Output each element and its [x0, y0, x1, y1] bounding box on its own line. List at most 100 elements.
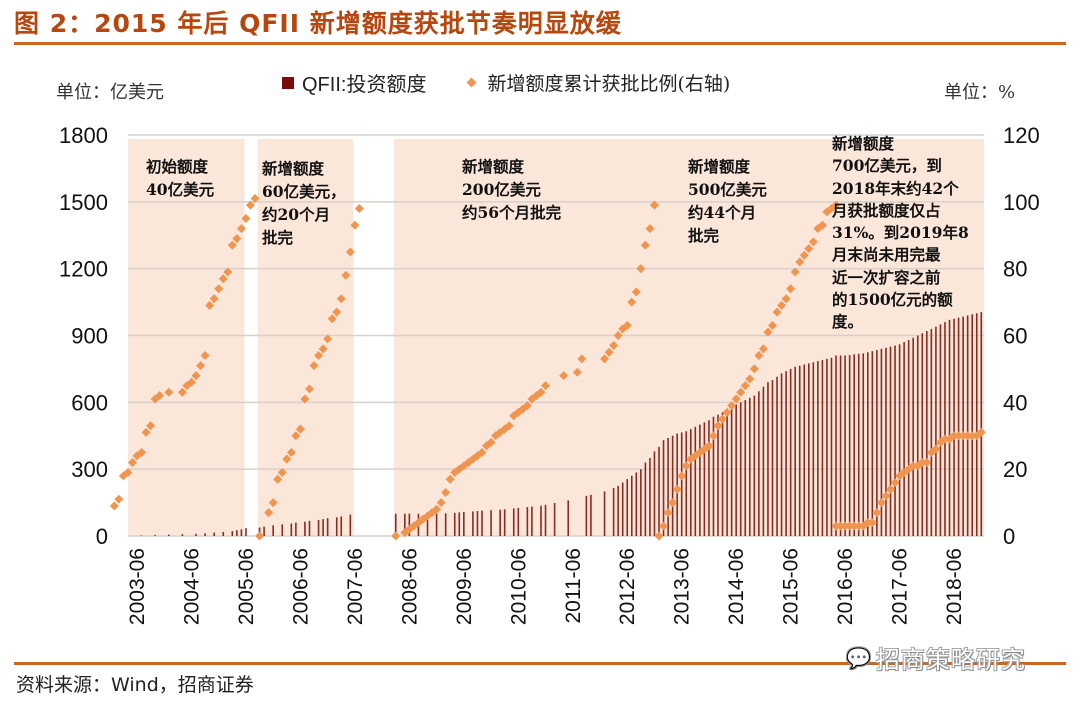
x-tick-label: 2008-06 [398, 548, 421, 625]
x-tick-label: 2006-06 [289, 548, 312, 625]
scatter-point [282, 454, 292, 464]
scatter-point [486, 437, 496, 447]
scatter-point [232, 234, 242, 244]
scatter-point [668, 498, 678, 508]
scatter-point [727, 401, 737, 411]
scatter-point [881, 491, 891, 501]
scatter-point [940, 434, 950, 444]
scatter-point [790, 267, 800, 277]
x-tick-label: 2011-06 [562, 548, 585, 624]
annotation-line: 2018年末约42个 [832, 178, 959, 198]
scatter-point [223, 267, 233, 277]
scatter-point [963, 431, 973, 441]
scatter-point [777, 300, 787, 310]
scatter-point [854, 521, 864, 531]
scatter-point [146, 421, 156, 431]
scatter-point [236, 224, 246, 234]
scatter-point [200, 351, 210, 361]
annotation-line: 60亿美元， [262, 182, 346, 201]
title-divider [14, 42, 1066, 45]
scatter-point [763, 327, 773, 337]
x-tick-label: 2014-06 [725, 548, 748, 625]
scatter-point [609, 341, 619, 351]
scatter-point [196, 361, 206, 371]
scatter-point [631, 287, 641, 297]
scatter-point [772, 307, 782, 317]
annotation-line: 新增额度 [462, 157, 525, 176]
scatter-point [613, 331, 623, 340]
scatter-point [141, 427, 151, 437]
scatter-point [949, 431, 959, 441]
scatter-point [659, 521, 669, 531]
scatter-point [309, 361, 319, 371]
scatter-point [536, 387, 546, 397]
annotation-line: 31%。到2019年8 [832, 223, 969, 243]
scatter-point [740, 381, 750, 391]
scatter-point [672, 484, 682, 494]
scatter-point [286, 447, 296, 457]
scatter-point [731, 394, 741, 404]
annotation-line: 200亿美元 [462, 180, 541, 199]
scatter-point [804, 244, 814, 254]
scatter-point [541, 381, 551, 391]
scatter-point [654, 531, 664, 541]
scatter-point [718, 414, 728, 424]
legend-scatter-label: 新增额度累计获批比例(右轴) [487, 73, 731, 95]
annotation-line: 新增额度 [688, 157, 751, 176]
scatter-point [863, 518, 873, 528]
scatter-point [767, 320, 777, 330]
scatter-point [241, 214, 251, 224]
scatter-point [255, 531, 265, 541]
scatter-point [640, 240, 650, 250]
scatter-point [559, 371, 569, 381]
x-tick-label: 2010-06 [507, 548, 530, 625]
annotation-line: 度。 [832, 312, 864, 332]
scatter-point [327, 314, 337, 324]
scatter-point [722, 407, 732, 417]
scatter-point [704, 441, 714, 451]
scatter-point [917, 457, 927, 467]
scatter-point [958, 431, 968, 441]
annotation-line: 批完 [688, 226, 720, 245]
scatter-point [304, 384, 314, 394]
scatter-point [350, 220, 360, 230]
legend: QFII:投资额度 新增额度累计获批比例(右轴) [282, 68, 730, 97]
scatter-point [477, 447, 487, 457]
scatter-point [840, 521, 850, 531]
scatter-point [967, 431, 977, 441]
annotation-line: 的1500亿元的额 [832, 290, 953, 310]
watermark: 💬 招商策略研究 [846, 640, 1026, 675]
scatter-point [577, 354, 587, 364]
scatter-point [754, 351, 764, 361]
annotation-line: 近一次扩容之前 [832, 267, 941, 287]
annotation-line: 批完 [262, 228, 294, 247]
scatter-point [432, 504, 442, 514]
scatter-point [205, 300, 215, 310]
scatter-point [922, 457, 932, 467]
scatter-point [109, 501, 119, 511]
scatter-point [931, 444, 941, 454]
scatter-point [436, 498, 446, 508]
scatter-point [295, 424, 305, 434]
scatter-point [291, 431, 301, 441]
scatter-point [391, 531, 401, 541]
left-tick-label: 900 [71, 324, 108, 349]
scatter-point [799, 250, 809, 260]
scatter-point [268, 498, 278, 508]
left-tick-label: 600 [71, 390, 108, 415]
scatter-point [845, 521, 855, 531]
annotation-line: 约20个月 [262, 205, 331, 224]
annotation-line: 初始额度 [146, 157, 209, 176]
left-tick-label: 1500 [59, 190, 108, 215]
annotation-line: 700亿美元，到 [832, 156, 942, 176]
x-tick-label: 2013-06 [671, 548, 694, 625]
scatter-point [137, 447, 147, 457]
scatter-point [831, 521, 841, 531]
x-axis-ticks: 2003-06 2004-06 2005-06 2006-06 2007-06 2008-… [126, 548, 966, 625]
scatter-point [300, 394, 310, 404]
annotation-line: 500亿美元 [688, 180, 767, 199]
scatter-point [177, 387, 187, 397]
scatter-point [677, 471, 687, 481]
right-tick-label: 100 [1003, 190, 1040, 215]
